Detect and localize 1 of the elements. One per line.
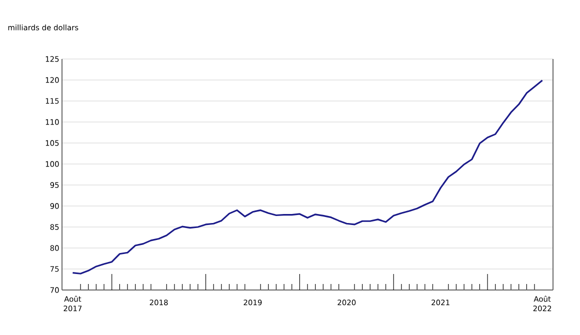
line-series bbox=[72, 80, 544, 274]
